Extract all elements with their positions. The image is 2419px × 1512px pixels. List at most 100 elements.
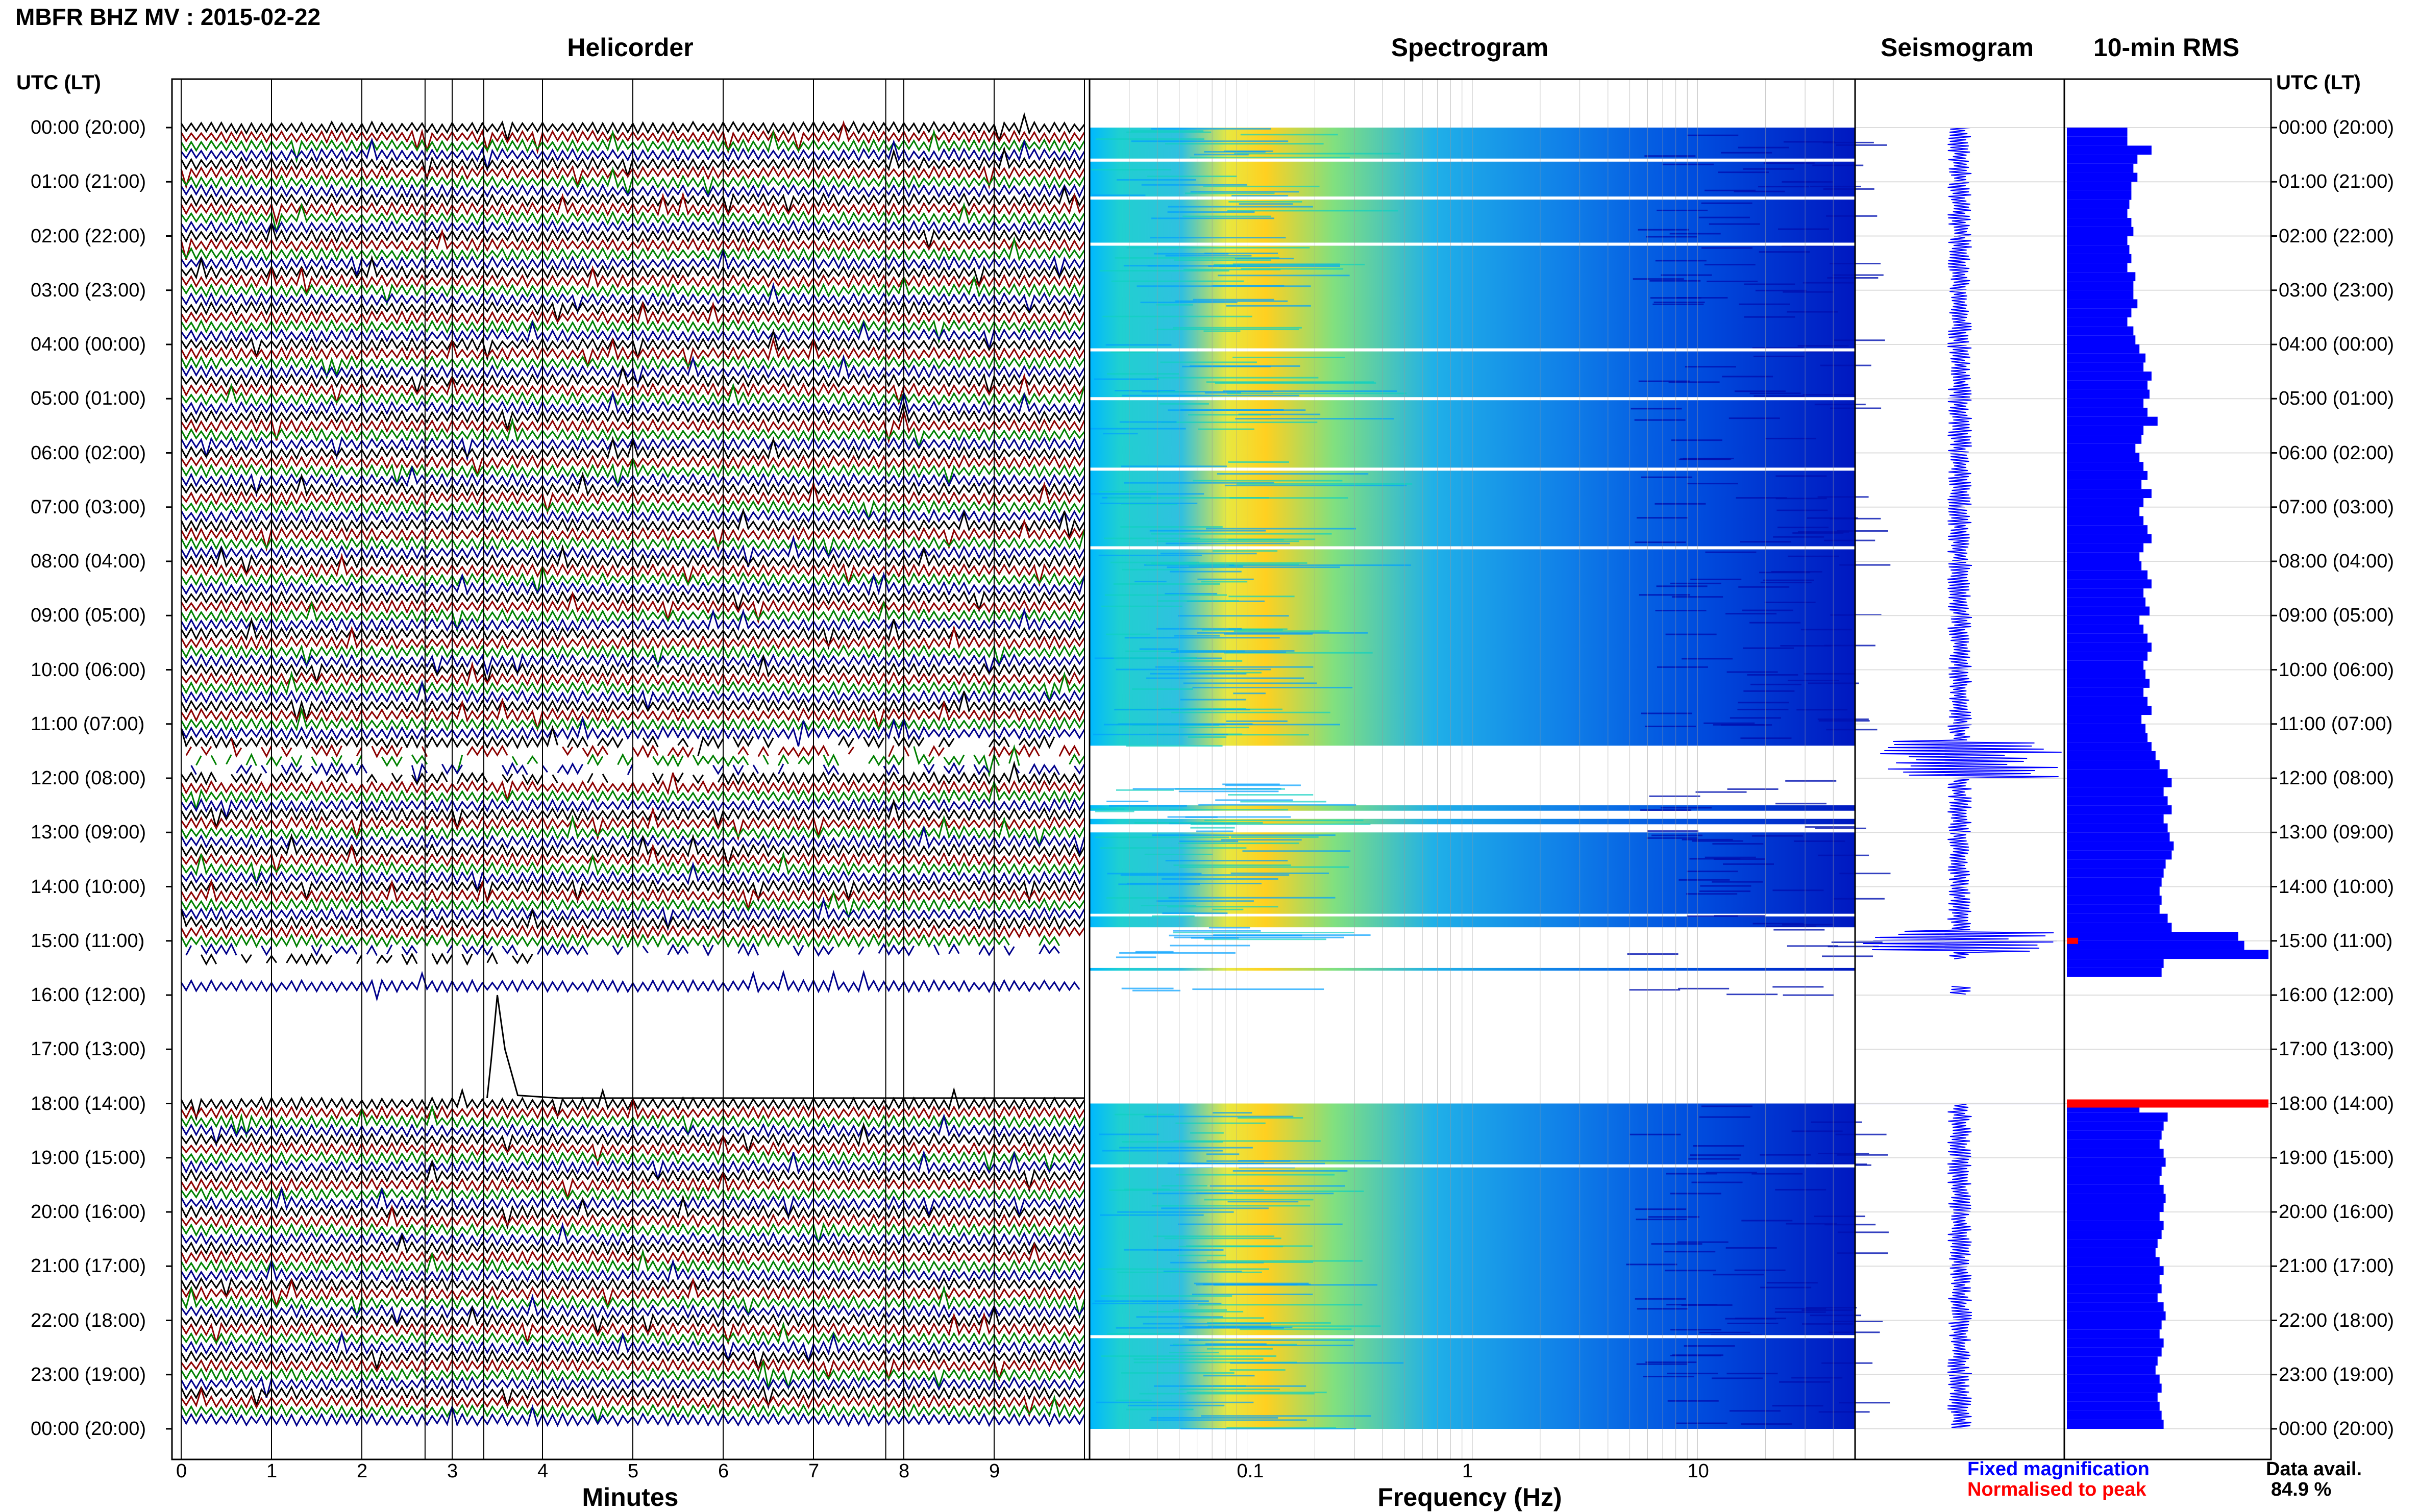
spectrogram-streak <box>1228 794 1314 796</box>
rms-bar <box>2067 399 2144 408</box>
rms-bar <box>2067 670 2146 679</box>
spectrogram-streak <box>1205 1343 1267 1345</box>
spectrogram-streak <box>1105 344 1172 346</box>
time-tick-label: 09:00 (05:00) <box>2279 605 2395 627</box>
spectrogram-streak <box>1689 858 1741 860</box>
frequency-tick-label: 10 <box>1687 1460 1709 1482</box>
spectrogram-streak <box>1196 1192 1233 1194</box>
spectrogram-streak <box>1815 827 1866 829</box>
legend-fixed-magnification: Fixed magnification <box>1967 1458 2150 1480</box>
spectrogram-streak <box>1743 690 1795 692</box>
spectrogram-streak <box>1827 277 1879 279</box>
spectrogram-streak <box>1152 834 1336 836</box>
rms-bar <box>2067 1383 2162 1393</box>
spectrogram-streak <box>1115 390 1175 392</box>
spectrogram-streak <box>1206 1260 1363 1262</box>
spectrogram-streak <box>1153 1249 1224 1251</box>
spectrogram-streak <box>1185 816 1218 818</box>
rms-bar <box>2067 886 2160 896</box>
rms-peak-marker <box>2067 1099 2268 1108</box>
spectrogram-streak <box>1207 1325 1381 1327</box>
spectrogram-streak <box>1807 517 1858 519</box>
spectrogram-streak <box>1645 726 1696 728</box>
spectrogram-streak <box>1638 380 1690 382</box>
spectrogram-streak <box>1165 592 1218 594</box>
spectrogram-streak <box>1693 1145 1744 1147</box>
spectrogram-streak <box>1750 683 1802 685</box>
spectrogram-streak <box>1139 1393 1315 1395</box>
spectrogram-streak <box>1734 1269 1786 1271</box>
spectrogram-streak <box>1150 237 1286 239</box>
spectrogram-streak <box>1839 564 1891 566</box>
rms-bar <box>2067 182 2132 191</box>
spectrogram-streak <box>1725 1247 1777 1249</box>
spectrogram-streak <box>1165 542 1290 544</box>
spectrogram-streak <box>1104 537 1200 539</box>
spectrogram-streak <box>1096 138 1204 140</box>
spectrogram-streak <box>1171 711 1330 713</box>
spectrogram-streak <box>1230 1362 1404 1364</box>
time-tick-label: 02:00 (22:00) <box>2279 225 2395 247</box>
spectrogram-streak <box>1828 946 1879 948</box>
spectrogram-streak <box>1109 1189 1264 1191</box>
spectrogram-streak <box>1755 289 1807 291</box>
spectrogram-streak <box>1630 1133 1681 1135</box>
rms-bar <box>2067 751 2156 760</box>
spectrogram-streak <box>1649 280 1701 282</box>
spectrogram-streak <box>1092 1302 1222 1304</box>
spectrogram-streak <box>1664 1251 1716 1253</box>
rms-bar <box>2067 805 2172 814</box>
spectrogram-streak <box>1161 1185 1207 1187</box>
frequency-tick-label: 0.1 <box>1237 1460 1264 1482</box>
rms-bar <box>2067 525 2148 534</box>
rms-bar <box>2067 742 2152 751</box>
rms-bar <box>2067 814 2164 824</box>
spectrogram-streak <box>1136 1316 1223 1318</box>
spectrogram-streak <box>1833 898 1885 900</box>
spectrogram-streak <box>1777 527 1829 529</box>
spectrogram-streak <box>1220 724 1340 726</box>
spectrogram-streak <box>1226 305 1311 307</box>
spectrogram-streak <box>1137 285 1311 287</box>
spectrogram-streak <box>1682 658 1733 660</box>
spectrogram-streak <box>1638 229 1689 231</box>
rms-bar <box>2067 923 2172 932</box>
spectrogram-streak <box>1810 185 1861 187</box>
spectrogram-streak <box>1139 648 1178 650</box>
rms-bar <box>2067 660 2144 670</box>
spectrogram-streak <box>1699 890 1750 893</box>
minutes-tick-label: 8 <box>899 1460 910 1482</box>
time-tick-label: 11:00 (07:00) <box>31 713 145 735</box>
rms-bar <box>2067 435 2142 444</box>
spectrogram-streak <box>1816 1163 1867 1166</box>
spectrogram-streak <box>1783 141 1835 143</box>
spectrogram-streak <box>1132 989 1181 992</box>
rms-bar <box>2067 1393 2158 1402</box>
time-tick-label: 07:00 (03:00) <box>31 496 146 518</box>
spectrogram-streak <box>1740 737 1792 739</box>
spectrogram-streak <box>1107 873 1202 875</box>
spectrogram-streak <box>1635 541 1686 543</box>
rms-bar <box>2067 1401 2160 1411</box>
spectrogram-streak <box>1713 724 1764 726</box>
time-tick-label: 15:00 (11:00) <box>2279 930 2393 952</box>
time-tick-label: 17:00 (13:00) <box>2279 1038 2395 1060</box>
spectrogram-streak <box>1831 941 1883 944</box>
spectrogram-streak <box>1627 953 1679 955</box>
spectrogram-streak <box>1164 1237 1281 1240</box>
spectrogram-streak <box>1726 671 1778 673</box>
spectrogram-streak <box>1116 956 1156 958</box>
spectrogram-streak <box>1653 302 1705 304</box>
rms-bar <box>2067 760 2160 770</box>
spectrogram-streak <box>1204 151 1266 153</box>
spectrogram-streak <box>1229 564 1412 566</box>
spectrogram-streak <box>1660 807 1712 809</box>
spectrogram-streak <box>1126 131 1212 133</box>
spectrogram-streak <box>1096 1401 1254 1403</box>
spectrogram-streak <box>1234 153 1401 155</box>
spectrogram-streak <box>1193 480 1343 482</box>
spectrogram-streak <box>1775 1307 1826 1309</box>
spectrogram-streak <box>1149 530 1266 532</box>
time-tick-label: 23:00 (19:00) <box>31 1364 146 1385</box>
spectrogram-streak <box>1091 808 1125 810</box>
